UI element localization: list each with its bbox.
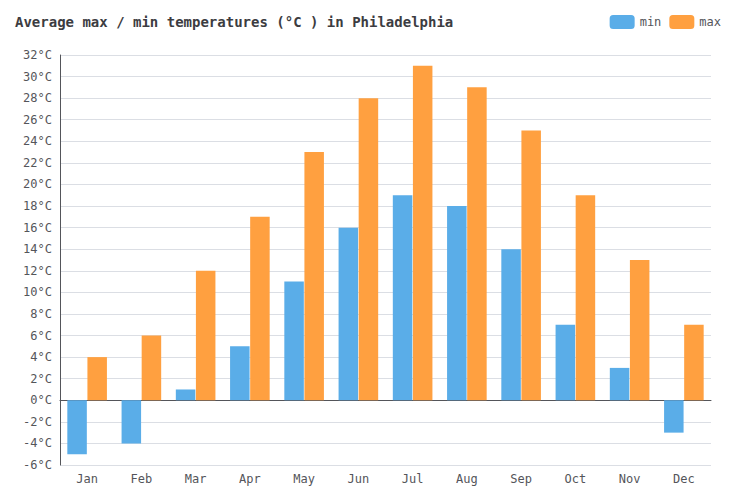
svg-text:30°C: 30°C — [23, 70, 52, 84]
svg-text:26°C: 26°C — [23, 113, 52, 127]
svg-text:Aug: Aug — [456, 472, 478, 486]
svg-text:May: May — [293, 472, 315, 486]
svg-text:Dec: Dec — [673, 472, 695, 486]
svg-text:8°C: 8°C — [30, 307, 52, 321]
svg-text:2°C: 2°C — [30, 372, 52, 386]
svg-text:10°C: 10°C — [23, 285, 52, 299]
svg-text:Oct: Oct — [565, 472, 587, 486]
svg-text:-6°C: -6°C — [23, 458, 52, 472]
svg-text:Average max / min temperatures: Average max / min temperatures (°C ) in … — [15, 14, 453, 30]
svg-text:min: min — [640, 15, 662, 29]
svg-text:Apr: Apr — [239, 472, 261, 486]
svg-text:Jun: Jun — [348, 472, 370, 486]
svg-text:max: max — [699, 15, 721, 29]
svg-text:Sep: Sep — [510, 472, 532, 486]
svg-text:-2°C: -2°C — [23, 415, 52, 429]
svg-text:Nov: Nov — [619, 472, 641, 486]
svg-text:Jul: Jul — [402, 472, 424, 486]
svg-text:20°C: 20°C — [23, 177, 52, 191]
svg-text:12°C: 12°C — [23, 264, 52, 278]
svg-text:32°C: 32°C — [23, 48, 52, 62]
svg-text:22°C: 22°C — [23, 156, 52, 170]
svg-text:6°C: 6°C — [30, 329, 52, 343]
svg-text:24°C: 24°C — [23, 134, 52, 148]
svg-text:16°C: 16°C — [23, 221, 52, 235]
svg-text:Feb: Feb — [131, 472, 153, 486]
svg-text:0°C: 0°C — [30, 393, 52, 407]
svg-text:4°C: 4°C — [30, 350, 52, 364]
svg-text:18°C: 18°C — [23, 199, 52, 213]
svg-text:14°C: 14°C — [23, 242, 52, 256]
svg-text:Mar: Mar — [185, 472, 207, 486]
svg-text:-4°C: -4°C — [23, 436, 52, 450]
svg-text:28°C: 28°C — [23, 91, 52, 105]
svg-text:Jan: Jan — [76, 472, 98, 486]
